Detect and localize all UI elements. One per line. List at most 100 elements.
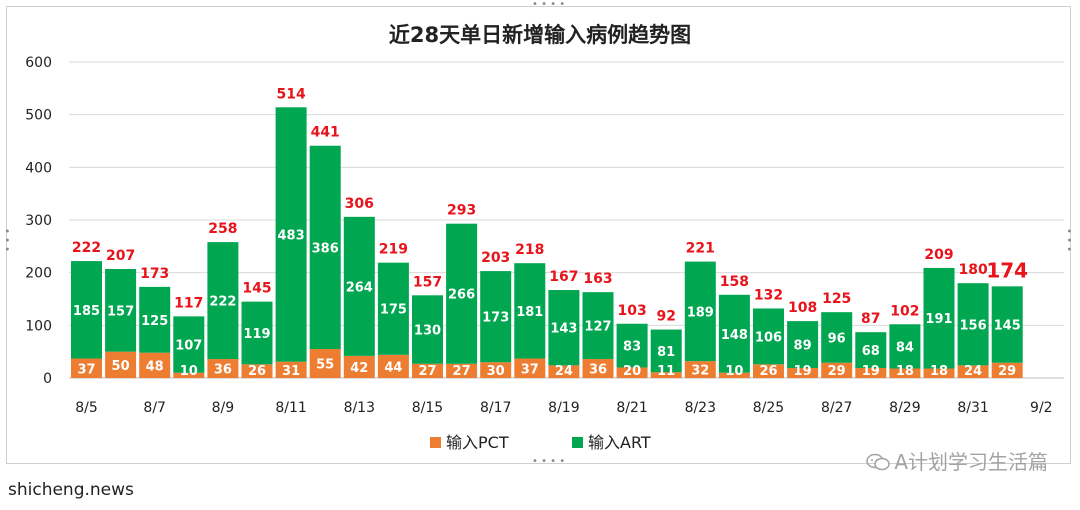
pct-value-label: 42 xyxy=(350,361,368,376)
bar-art-8/27 xyxy=(821,312,853,363)
pct-value-label: 26 xyxy=(759,364,777,379)
art-value-label: 264 xyxy=(346,280,373,295)
frame-handle-bottom[interactable]: • • • • xyxy=(532,456,566,467)
pct-value-label: 10 xyxy=(180,364,198,379)
art-value-label: 175 xyxy=(380,303,407,318)
frame-handle-right[interactable]: • • • xyxy=(1063,228,1074,253)
frame-handle-top[interactable]: • • • • xyxy=(532,0,566,10)
bar-pct-8/17 xyxy=(480,362,512,378)
bar-pct-8/6 xyxy=(105,351,137,378)
total-value-label: 103 xyxy=(617,303,646,319)
x-tick-label: 8/31 xyxy=(957,400,988,416)
pct-value-label: 10 xyxy=(725,364,743,379)
bar-art-8/20 xyxy=(582,292,614,360)
x-tick-label: 8/25 xyxy=(753,400,784,416)
total-value-label: 92 xyxy=(656,309,675,325)
x-tick-label: 8/9 xyxy=(212,400,235,416)
pct-value-label: 18 xyxy=(930,364,948,379)
art-value-label: 81 xyxy=(657,345,675,360)
art-value-label: 173 xyxy=(482,311,509,326)
total-value-label: 173 xyxy=(140,266,169,282)
y-tick-label: 500 xyxy=(25,108,52,124)
pct-value-label: 30 xyxy=(487,364,505,379)
bar-pct-8/15 xyxy=(412,363,443,378)
art-value-label: 181 xyxy=(516,305,543,320)
total-value-label: 157 xyxy=(413,274,442,290)
credit-text: shicheng.news xyxy=(8,480,134,500)
y-tick-label: 0 xyxy=(43,371,52,387)
y-tick-label: 100 xyxy=(25,318,52,334)
y-tick-label: 400 xyxy=(25,160,52,176)
x-tick-label: 8/5 xyxy=(75,400,98,416)
art-value-label: 386 xyxy=(312,241,339,256)
frame-handle-left[interactable]: • • • xyxy=(1,228,12,253)
art-value-label: 89 xyxy=(794,339,812,354)
total-value-label: 514 xyxy=(276,86,305,102)
bar-art-8/25 xyxy=(753,308,784,365)
art-value-label: 83 xyxy=(623,340,641,355)
pct-value-label: 37 xyxy=(77,362,95,377)
y-tick-label: 300 xyxy=(25,213,52,229)
art-value-label: 96 xyxy=(828,331,846,346)
legend-swatch-1 xyxy=(572,437,583,448)
total-value-label: 132 xyxy=(754,287,783,303)
chart-title: 近28天单日新增输入病例趋势图 xyxy=(389,23,691,47)
pct-value-label: 48 xyxy=(146,359,164,374)
bar-art-8/24 xyxy=(718,294,750,373)
pct-value-label: 31 xyxy=(282,364,300,379)
art-value-label: 125 xyxy=(141,314,168,329)
bar-pct-8/5 xyxy=(71,358,102,378)
art-value-label: 483 xyxy=(278,228,305,243)
bar-art-8/9 xyxy=(207,242,239,360)
x-tick-label: 8/7 xyxy=(143,400,166,416)
art-value-label: 106 xyxy=(755,330,782,345)
total-value-label: 219 xyxy=(379,242,408,258)
x-tick-label: 8/21 xyxy=(616,400,647,416)
total-value-label: 207 xyxy=(106,248,135,264)
total-value-label: 108 xyxy=(788,300,817,316)
x-tick-label: 8/11 xyxy=(275,400,306,416)
pct-value-label: 24 xyxy=(964,364,982,379)
pct-value-label: 27 xyxy=(453,364,471,379)
legend-label-1: 输入ART xyxy=(588,433,651,452)
total-value-label: 174 xyxy=(986,258,1028,282)
pct-value-label: 50 xyxy=(112,359,130,374)
total-value-label: 87 xyxy=(861,311,880,327)
art-value-label: 143 xyxy=(550,322,577,337)
art-value-label: 119 xyxy=(243,327,270,342)
bar-pct-8/7 xyxy=(139,352,171,378)
x-tick-label: 8/17 xyxy=(480,400,511,416)
total-value-label: 293 xyxy=(447,203,476,219)
total-value-label: 158 xyxy=(720,274,749,290)
bar-pct-8/21 xyxy=(616,367,648,378)
art-value-label: 127 xyxy=(584,320,611,335)
pct-value-label: 36 xyxy=(589,363,607,378)
bar-pct-8/19 xyxy=(548,365,580,378)
x-tick-label: 8/13 xyxy=(344,400,375,416)
bar-art-8/15 xyxy=(412,295,443,364)
pct-value-label: 36 xyxy=(214,363,232,378)
pct-value-label: 44 xyxy=(384,360,402,375)
bar-art-8/14 xyxy=(377,262,409,355)
pct-value-label: 32 xyxy=(691,364,709,379)
bar-pct-8/31 xyxy=(957,365,989,378)
x-tick-label: 8/29 xyxy=(889,400,920,416)
total-value-label: 102 xyxy=(890,303,919,319)
bar-art-8/10 xyxy=(241,301,273,365)
total-value-label: 203 xyxy=(481,250,510,266)
art-value-label: 157 xyxy=(107,304,134,319)
bar-pct-8/24 xyxy=(718,372,750,378)
bar-pct-8/27 xyxy=(821,362,853,378)
bar-pct-8/18 xyxy=(514,358,546,378)
bar-art-8/11 xyxy=(275,107,307,362)
watermark: A计划学习生活篇 xyxy=(866,446,1048,475)
total-value-label: 125 xyxy=(822,291,851,307)
art-value-label: 191 xyxy=(925,312,952,327)
wechat-icon xyxy=(866,453,891,471)
total-value-label: 163 xyxy=(583,271,612,287)
bar-pct-8/11 xyxy=(275,361,307,378)
bar-art-8/8 xyxy=(173,316,205,373)
y-tick-label: 200 xyxy=(25,266,52,282)
art-value-label: 189 xyxy=(687,305,714,320)
bar-art-9/1 xyxy=(991,286,1023,363)
